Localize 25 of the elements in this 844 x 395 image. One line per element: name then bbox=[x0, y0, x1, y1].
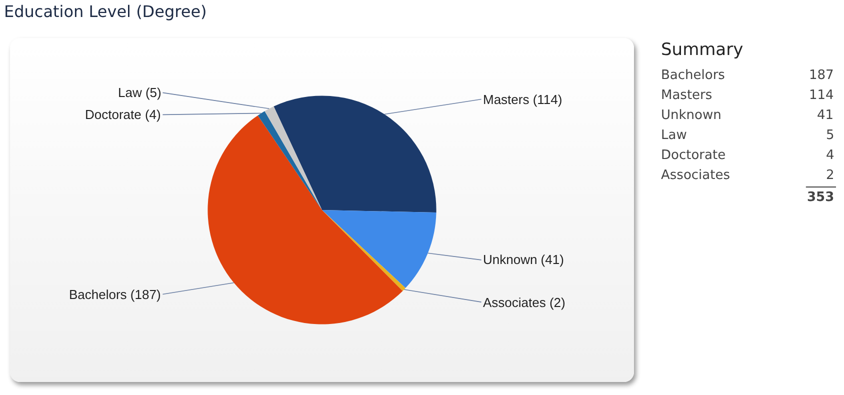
category-label: Associates bbox=[661, 168, 730, 183]
slice-label: Doctorate (4) bbox=[85, 107, 161, 122]
data-label: 41 bbox=[817, 108, 834, 123]
slice-label: Unknown (41) bbox=[483, 252, 564, 267]
data-label: 5 bbox=[826, 128, 834, 143]
slice-label: Associates (2) bbox=[483, 295, 566, 310]
pie-slice bbox=[322, 210, 406, 291]
data-label: 187 bbox=[809, 68, 834, 83]
category-label: Law bbox=[661, 128, 688, 143]
data-label: 4 bbox=[826, 148, 834, 163]
category-label: Unknown bbox=[661, 108, 722, 123]
chart-title: Education Level (Degree) bbox=[4, 2, 207, 21]
pie-slice bbox=[208, 115, 403, 324]
pie-slice bbox=[274, 96, 436, 213]
pie-slice bbox=[322, 210, 436, 288]
category-label: Masters bbox=[661, 88, 712, 103]
text: 353 bbox=[807, 190, 834, 205]
text: Summary bbox=[661, 40, 744, 60]
slice-label: Masters (114) bbox=[483, 92, 562, 107]
slice-label: Bachelors (187) bbox=[69, 287, 161, 302]
category-label: Bachelors bbox=[661, 68, 726, 83]
data-label: 114 bbox=[809, 88, 834, 103]
slice-label: Law (5) bbox=[118, 85, 162, 100]
category-label: Doctorate bbox=[661, 148, 726, 163]
data-label: 2 bbox=[826, 168, 834, 183]
